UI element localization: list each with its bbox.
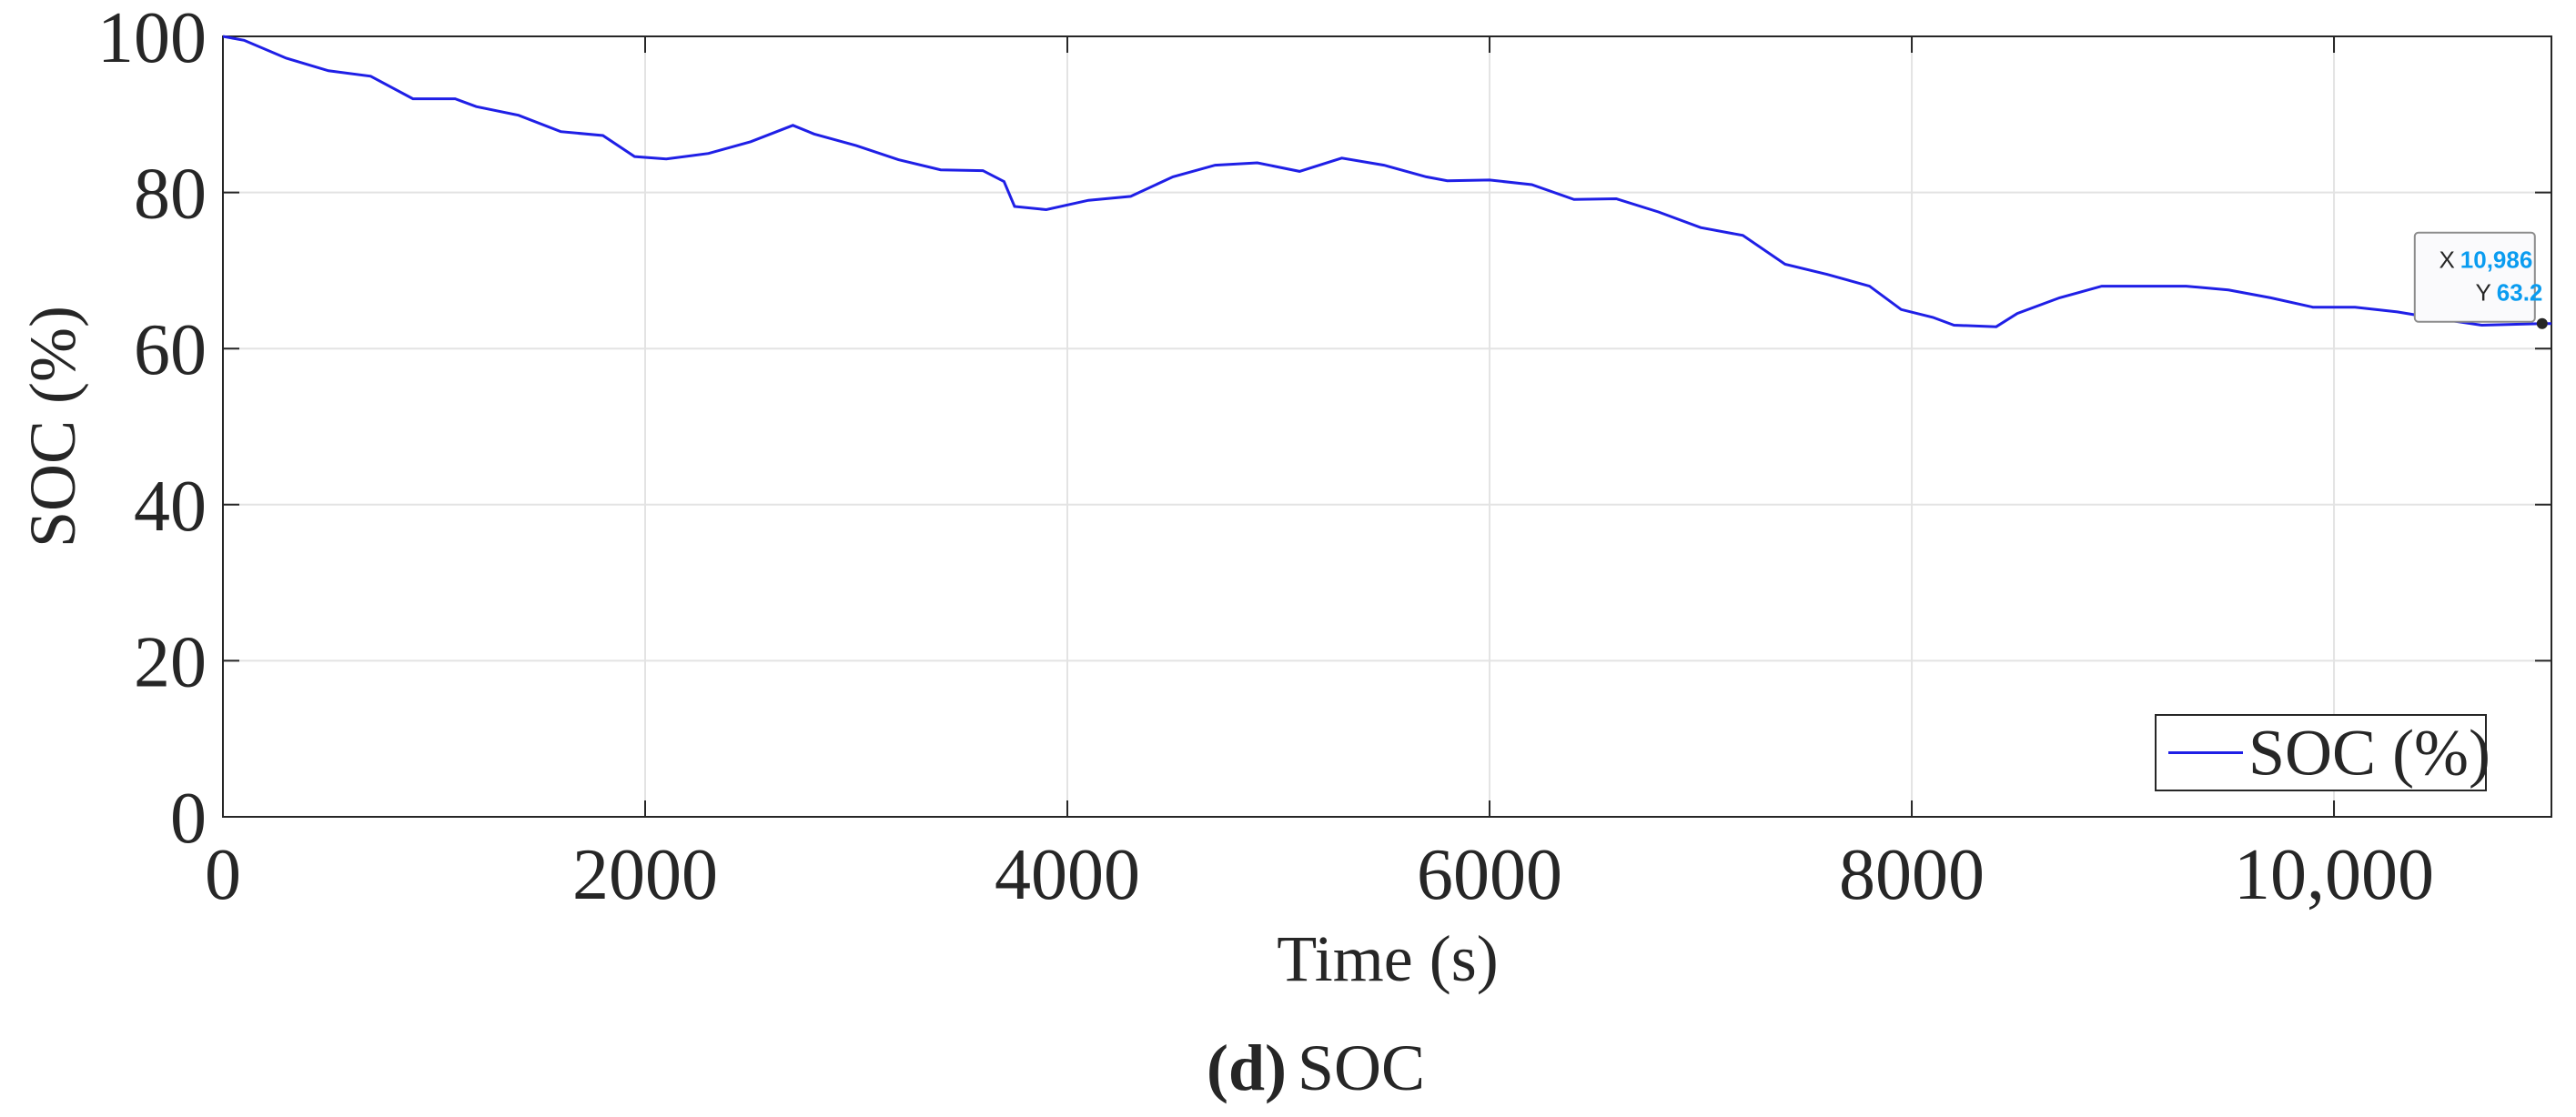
data-tip-y-value: 63.2 xyxy=(2497,279,2543,307)
y-tick-label: 100 xyxy=(97,0,207,78)
x-tick-label: 4000 xyxy=(995,835,1140,915)
y-tick-label: 80 xyxy=(134,155,207,235)
x-axis-label: Time (s) xyxy=(1277,922,1498,995)
x-tick-label: 2000 xyxy=(572,835,718,915)
x-tick-label: 0 xyxy=(205,835,241,915)
legend-label: SOC (%) xyxy=(2248,717,2490,790)
x-tick-label: 6000 xyxy=(1417,835,1562,915)
legend: SOC (%) xyxy=(2155,714,2490,791)
series-line xyxy=(222,35,2551,328)
y-tick-label: 60 xyxy=(134,310,207,390)
data-tip-x-value: 10,986 xyxy=(2460,247,2533,274)
x-tick-label: 10,000 xyxy=(2234,835,2434,915)
y-axis-label: SOC (%) xyxy=(16,306,89,548)
data-tip-x-label: X xyxy=(2439,247,2454,274)
plot-frame xyxy=(222,35,2552,818)
data-tip-marker xyxy=(2536,317,2548,329)
data-tip: X 10,986 Y 63.2 xyxy=(2413,231,2548,329)
y-tick-label: 0 xyxy=(170,779,207,859)
x-tick-label: 8000 xyxy=(1839,835,1985,915)
y-tick-label: 20 xyxy=(134,622,207,702)
y-tick-label: 40 xyxy=(134,467,207,547)
data-tip-box xyxy=(2413,231,2536,323)
caption: SOC xyxy=(1298,1031,1425,1104)
data-tip-y-label: Y xyxy=(2475,279,2490,307)
caption-label: (d) xyxy=(1207,1031,1287,1104)
